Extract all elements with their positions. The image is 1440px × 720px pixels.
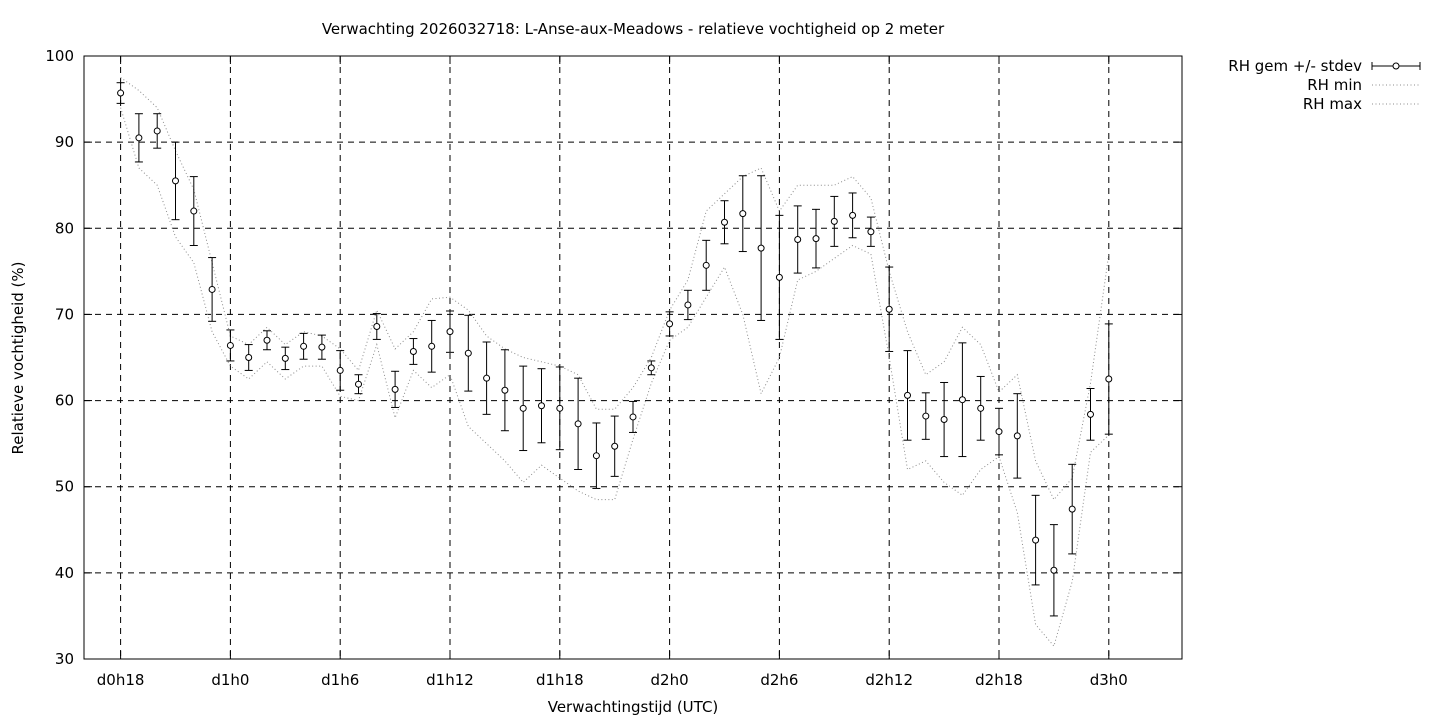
data-point [1105, 375, 1113, 383]
x-tick-label: d3h0 [1090, 671, 1128, 689]
data-point [775, 273, 783, 281]
data-point [995, 428, 1003, 436]
x-tick-label: d1h6 [321, 671, 359, 689]
plot-frame [83, 55, 1183, 660]
data-point [226, 341, 234, 349]
data-point [1068, 505, 1076, 513]
data-point [318, 343, 326, 351]
series-rh-max-line [120, 77, 1110, 501]
x-tick-label: d1h0 [211, 671, 249, 689]
data-point [281, 354, 289, 362]
data-point [483, 374, 491, 382]
data-point [739, 210, 747, 218]
data-point [684, 301, 692, 309]
data-point [977, 404, 985, 412]
y-tick-label: 80 [55, 219, 74, 237]
data-point [336, 366, 344, 374]
data-point [611, 442, 619, 450]
y-tick-label: 90 [55, 133, 74, 151]
legend-label: RH gem +/- stdev [1228, 57, 1362, 75]
data-point [574, 420, 582, 428]
data-point [135, 134, 143, 142]
data-point [538, 402, 545, 410]
data-point [153, 127, 161, 135]
data-point [373, 322, 381, 330]
data-point [849, 211, 857, 219]
data-point [501, 386, 509, 394]
data-point [409, 347, 417, 355]
data-point [1013, 432, 1021, 440]
x-tick-label: d2h6 [760, 671, 798, 689]
x-tick-label: d1h12 [426, 671, 474, 689]
x-tick-label: d2h18 [975, 671, 1023, 689]
x-tick-label: d0h18 [97, 671, 145, 689]
legend-label: RH max [1303, 95, 1362, 113]
data-point [904, 391, 911, 399]
data-point [1032, 536, 1040, 544]
data-point [721, 218, 728, 226]
y-tick-label: 70 [55, 305, 74, 323]
x-tick-label: d2h12 [865, 671, 913, 689]
data-point [629, 413, 637, 421]
legend-label: RH min [1307, 76, 1362, 94]
data-point [1050, 566, 1058, 574]
y-tick-label: 60 [55, 392, 74, 410]
data-point [172, 177, 179, 185]
data-point [245, 354, 253, 361]
y-tick-label: 50 [55, 478, 74, 496]
data-point [794, 235, 802, 243]
axis-ticks: 30 40 50 60 70 80 90 100 d0h18 d1h0 d1h6 d1h12 d1h18… [45, 47, 1182, 689]
chart-title: Verwachting 2026032718: L-Anse-aux-Meado… [322, 20, 945, 38]
data-point [355, 380, 362, 388]
data-point [958, 396, 966, 404]
y-axis-label: Relatieve vochtigheid (%) [9, 261, 27, 454]
series-rh-min-line [120, 107, 1110, 648]
data-point [757, 244, 765, 252]
data-point [519, 404, 527, 412]
data-point [464, 349, 472, 357]
data-point [428, 342, 436, 350]
y-tick-label: 40 [55, 564, 74, 582]
data-point [556, 404, 564, 412]
data-point [592, 452, 600, 460]
data-point [391, 385, 399, 393]
plot-area [116, 77, 1113, 648]
data-point [812, 235, 820, 243]
legend-swatch-point [1392, 62, 1400, 70]
data-point [702, 261, 710, 269]
data-point [666, 320, 674, 328]
data-point [1087, 410, 1094, 418]
data-point [830, 217, 838, 225]
data-point [117, 89, 125, 97]
y-tick-label: 100 [45, 47, 74, 65]
x-tick-label: d1h18 [536, 671, 584, 689]
data-point [885, 305, 893, 313]
data-point [300, 342, 308, 350]
x-tick-label: d2h0 [651, 671, 689, 689]
data-point [208, 285, 216, 293]
data-point [940, 416, 948, 424]
data-point [446, 328, 454, 336]
data-point [263, 336, 271, 344]
data-point [867, 228, 875, 236]
data-point [922, 412, 930, 420]
data-point [190, 207, 198, 215]
x-axis-label: Verwachtingstijd (UTC) [548, 698, 719, 716]
y-tick-label: 30 [55, 650, 74, 668]
data-point [647, 364, 655, 372]
